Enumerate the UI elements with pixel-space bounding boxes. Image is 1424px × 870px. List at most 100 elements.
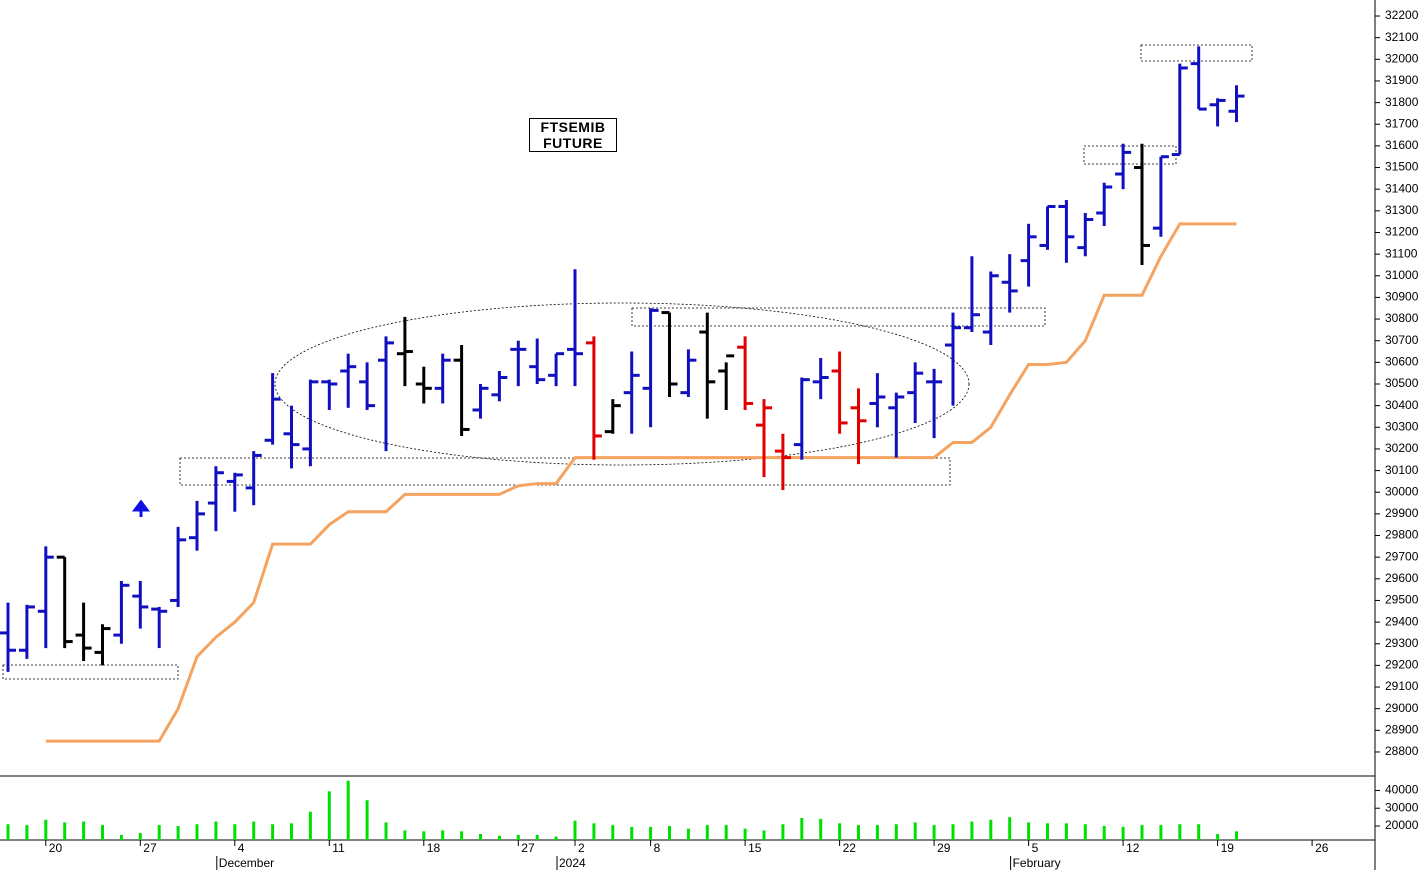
volume-bar xyxy=(857,825,860,840)
y-tick-label: 32200 xyxy=(1385,8,1419,22)
y-tick-label: 30600 xyxy=(1385,355,1419,369)
volume-bar xyxy=(668,826,671,840)
x-tick-label: 20 xyxy=(49,841,63,855)
volume-bar xyxy=(271,824,275,840)
volume-bar xyxy=(460,831,464,840)
volume-bar xyxy=(724,825,728,840)
x-tick-label: 27 xyxy=(143,841,157,855)
volume-bar xyxy=(44,819,48,840)
volume-bar xyxy=(346,780,350,840)
volume-bar xyxy=(1083,824,1087,840)
y-tick-label: 29100 xyxy=(1385,679,1419,693)
volume-bar xyxy=(573,820,577,840)
y-tick-label: 30400 xyxy=(1385,398,1419,412)
y-tick-label: 28900 xyxy=(1385,722,1419,736)
y-tick-label: 30700 xyxy=(1385,333,1419,347)
x-tick-label: 15 xyxy=(748,841,762,855)
y-tick-label: 30000 xyxy=(1385,800,1419,814)
volume-bar xyxy=(970,821,974,840)
x-tick-label: 29 xyxy=(937,841,951,855)
volume-bar xyxy=(1178,824,1182,840)
y-tick-label: 29700 xyxy=(1385,549,1419,563)
volume-bar xyxy=(630,826,634,840)
volume-bar xyxy=(705,825,709,840)
range-box xyxy=(1140,44,1253,62)
range-ellipse xyxy=(274,302,970,466)
volume-bar xyxy=(1027,822,1031,840)
volume-bar xyxy=(762,830,766,840)
volume-bar xyxy=(497,835,501,840)
volume-bar xyxy=(1064,823,1068,840)
x-tick-label: 12 xyxy=(1126,841,1140,855)
volume-bar xyxy=(592,823,596,840)
x-tick-label: 26 xyxy=(1315,841,1329,855)
y-tick-label: 30900 xyxy=(1385,290,1419,304)
volume-bar xyxy=(894,824,898,840)
y-tick-label: 29600 xyxy=(1385,571,1419,585)
y-tick-label: 30200 xyxy=(1385,441,1419,455)
volume-bar xyxy=(214,821,218,840)
volume-bar xyxy=(1197,824,1201,840)
volume-bar xyxy=(1140,825,1144,840)
month-label: December xyxy=(219,856,274,870)
volume-bar xyxy=(1159,825,1163,840)
range-box xyxy=(2,664,179,680)
y-tick-label: 40000 xyxy=(1385,783,1419,797)
volume-bar xyxy=(875,825,879,840)
volume-bar xyxy=(308,811,312,840)
y-tick-label: 31400 xyxy=(1385,181,1419,195)
y-tick-label: 31500 xyxy=(1385,160,1419,174)
volume-bar xyxy=(384,822,388,840)
y-tick-label: 30500 xyxy=(1385,376,1419,390)
month-label: 2024 xyxy=(559,856,586,870)
volume-bar xyxy=(1046,823,1049,840)
volume-bar xyxy=(82,821,86,840)
volume-bar xyxy=(479,834,482,840)
volume-bar xyxy=(252,821,256,840)
x-tick-label: 8 xyxy=(654,841,661,855)
volume-bar xyxy=(611,825,615,840)
chart-title: FTSEMIB FUTURE xyxy=(529,118,617,152)
volume-bar xyxy=(781,824,785,840)
y-tick-label: 30300 xyxy=(1385,419,1419,433)
volume-bar xyxy=(649,826,653,840)
volume-bar xyxy=(157,825,161,840)
y-tick-label: 32100 xyxy=(1385,30,1419,44)
x-tick-label: 5 xyxy=(1032,841,1039,855)
y-tick-label: 29400 xyxy=(1385,614,1419,628)
y-tick-label: 31900 xyxy=(1385,73,1419,87)
month-label: February xyxy=(1013,856,1061,870)
volume-bar xyxy=(6,824,10,840)
x-tick-label: 2 xyxy=(578,841,585,855)
volume-bar xyxy=(951,824,955,840)
y-tick-label: 32000 xyxy=(1385,51,1419,65)
volume-bar xyxy=(1102,826,1106,840)
y-tick-label: 20000 xyxy=(1385,818,1419,832)
volume-bar xyxy=(138,833,142,840)
volume-bar xyxy=(403,830,407,840)
x-tick-label: 27 xyxy=(521,841,535,855)
x-tick-label: 19 xyxy=(1221,841,1235,855)
volume-bar xyxy=(743,828,747,840)
y-tick-label: 29800 xyxy=(1385,528,1419,542)
volume-bar xyxy=(686,828,690,840)
volume-bar xyxy=(422,831,426,840)
volume-bar xyxy=(989,819,993,840)
volume-bar xyxy=(195,824,199,840)
x-tick-label: 4 xyxy=(238,841,245,855)
volume-bar xyxy=(838,823,842,840)
volume-bar xyxy=(101,825,104,840)
y-tick-label: 30000 xyxy=(1385,484,1419,498)
volume-bar xyxy=(1008,817,1012,840)
volume-bar xyxy=(233,824,237,840)
y-tick-label: 28800 xyxy=(1385,744,1419,758)
volume-bar xyxy=(119,834,123,840)
y-tick-label: 29500 xyxy=(1385,593,1419,607)
y-tick-label: 29200 xyxy=(1385,658,1419,672)
volume-bar xyxy=(1216,834,1220,840)
y-tick-label: 31300 xyxy=(1385,203,1419,217)
y-tick-label: 30100 xyxy=(1385,463,1419,477)
signal-arrow xyxy=(132,499,150,517)
